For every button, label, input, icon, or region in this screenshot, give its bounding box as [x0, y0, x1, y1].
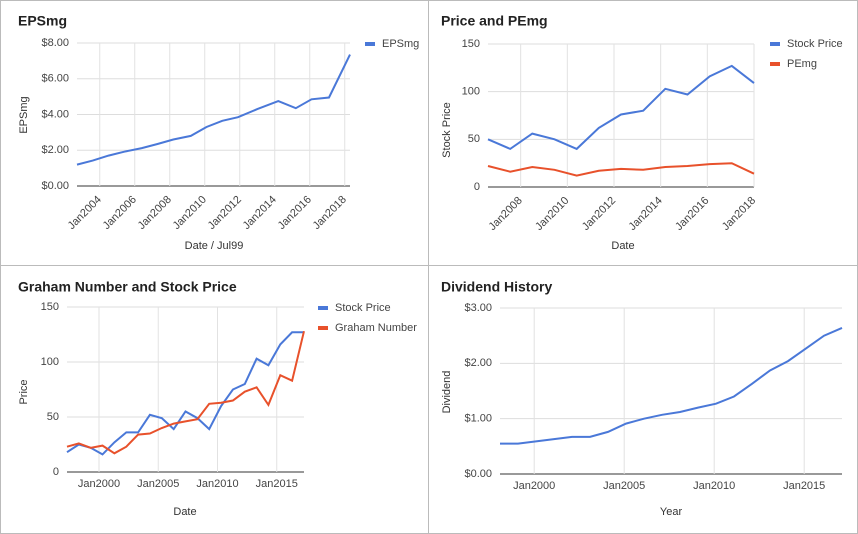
x-tick-label: Jan2010 [693, 480, 735, 492]
y-tick-label: 150 [462, 38, 480, 50]
y-axis-title: EPSmg [18, 96, 30, 133]
x-tick-label: Jan2015 [783, 480, 825, 492]
y-axis-title: Price [18, 379, 30, 404]
chart-title: Price and PEmg [441, 13, 548, 29]
chart-title: EPSmg [18, 13, 67, 29]
x-axis-title: Date / Jul99 [185, 240, 244, 252]
chart-title: Graham Number and Stock Price [18, 279, 237, 295]
y-tick-label: $2.00 [41, 144, 69, 156]
y-tick-label: 100 [462, 86, 480, 98]
series-line [66, 331, 304, 456]
y-tick-label: $0.00 [464, 468, 492, 480]
x-axis-title: Year [660, 506, 683, 518]
y-tick-label: 150 [41, 301, 59, 313]
y-tick-label: 50 [468, 133, 480, 145]
y-tick-label: 0 [53, 466, 59, 478]
series-line [487, 162, 755, 177]
legend-label: Stock Price [787, 38, 843, 50]
y-tick-label: 0 [474, 181, 480, 193]
legend-swatch [770, 62, 780, 66]
chart-title: Dividend History [441, 279, 552, 295]
series-line [76, 54, 351, 166]
y-tick-label: 100 [41, 356, 59, 368]
x-axis-title: Date [173, 506, 196, 518]
y-tick-label: $4.00 [41, 108, 69, 120]
legend-label: EPSmg [382, 38, 419, 50]
x-tick-label: Jan2010 [196, 478, 238, 490]
y-axis-title: Dividend [441, 371, 453, 414]
legend-label: Graham Number [335, 322, 417, 334]
y-tick-label: $1.00 [464, 413, 492, 425]
legend-label: PEmg [787, 58, 817, 70]
y-axis-title: Stock Price [441, 102, 453, 158]
legend-swatch [318, 326, 328, 330]
series-line [66, 330, 305, 455]
y-tick-label: $6.00 [41, 73, 69, 85]
y-tick-label: $0.00 [41, 180, 69, 192]
legend-swatch [318, 306, 328, 310]
x-tick-label: Jan2015 [256, 478, 298, 490]
x-tick-label: Jan2000 [513, 480, 555, 492]
series-line [487, 64, 755, 151]
y-tick-label: $2.00 [464, 357, 492, 369]
y-tick-label: $3.00 [464, 302, 492, 314]
legend-label: Stock Price [335, 302, 391, 314]
series-line [500, 326, 843, 445]
y-tick-label: $8.00 [41, 37, 69, 49]
legend-swatch [770, 42, 780, 46]
x-tick-label: Jan2005 [137, 478, 179, 490]
x-tick-label: Jan2000 [78, 478, 120, 490]
x-tick-label: Jan2005 [603, 480, 645, 492]
y-tick-label: 50 [47, 411, 59, 423]
x-axis-title: Date [611, 240, 634, 252]
legend-swatch [365, 42, 375, 46]
